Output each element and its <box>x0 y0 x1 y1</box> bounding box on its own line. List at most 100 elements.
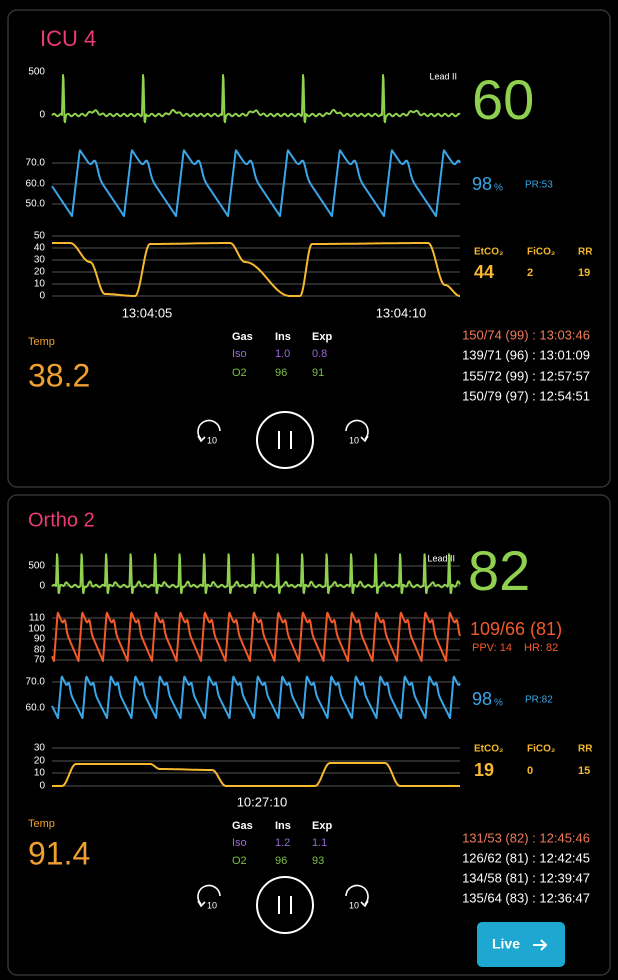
gas-cell: Iso <box>232 348 247 360</box>
skip-arrow <box>360 435 369 443</box>
spo2-unit: % <box>494 183 503 194</box>
axis-tick-label: 70.0 <box>26 158 46 169</box>
axis-tick-label: 500 <box>28 561 45 572</box>
axis-tick-label: 10 <box>34 279 46 290</box>
gas-cell: 96 <box>275 367 287 379</box>
spo2-waveform <box>51 675 461 719</box>
heart-rate: 82 <box>468 539 530 602</box>
axis-tick-label: 110 <box>29 613 45 624</box>
axis-tick-label: 100 <box>28 624 45 635</box>
skip-icon <box>345 419 369 440</box>
live-arrow <box>533 939 548 951</box>
gas-cell: O2 <box>232 367 247 379</box>
skip-icon <box>345 884 369 905</box>
time-label: 13:04:05 <box>122 305 173 320</box>
abp-value: 109/66 (81) <box>470 619 562 639</box>
gas-header: Ins <box>275 331 291 343</box>
abp-waveform <box>51 611 461 662</box>
lead-label: Lead II <box>429 71 457 81</box>
gas-cell: 1.0 <box>275 348 290 360</box>
bp-history-entry: 150/79 (97) : 12:54:51 <box>462 388 590 403</box>
axis-tick-label: 50 <box>34 231 46 242</box>
skip-arrow <box>197 900 206 908</box>
bp-history-entry: 135/64 (83) : 12:36:47 <box>462 890 590 905</box>
pulse-rate: PR:82 <box>525 695 553 706</box>
skip-back-button[interactable]: 10 <box>197 884 221 910</box>
gas-header: Gas <box>232 820 253 832</box>
lead-label: Lead II <box>427 553 455 563</box>
skip-forward-button[interactable]: 10 <box>345 419 369 445</box>
live-button-label: Live <box>492 936 520 952</box>
spo2-unit: % <box>494 698 503 709</box>
skip-forward-button[interactable]: 10 <box>345 884 369 910</box>
live-button[interactable]: Live <box>477 922 565 967</box>
skip-seconds: 10 <box>207 435 217 445</box>
gas-metric-value: 19 <box>578 267 590 279</box>
axis-tick-label: 30 <box>34 255 46 266</box>
gas-metric-value: 19 <box>474 760 494 780</box>
axis-tick-label: 60.0 <box>26 703 46 714</box>
spo2-value: 98 <box>472 689 492 709</box>
axis-tick-label: 10 <box>34 768 46 779</box>
gas-metric-value: 0 <box>527 765 533 777</box>
skip-arrow <box>360 900 369 908</box>
live-button-bg <box>477 922 565 967</box>
skip-back-button[interactable]: 10 <box>197 419 221 445</box>
co2-waveform <box>51 242 461 297</box>
gas-cell: Iso <box>232 837 247 849</box>
bp-history-entry: 150/74 (99) : 13:03:46 <box>462 327 590 342</box>
pause-circle <box>256 411 314 469</box>
co2-waveform <box>51 762 461 787</box>
pulse-rate: PR:53 <box>525 180 553 191</box>
spo2-value: 98 <box>472 174 492 194</box>
pause-button[interactable] <box>256 876 314 934</box>
monitor-panel <box>7 494 611 976</box>
ecg-waveform <box>51 74 461 124</box>
gas-metric-value: 44 <box>474 262 494 282</box>
bp-history-entry: 139/71 (96) : 13:01:09 <box>462 347 590 362</box>
gas-cell: 1.2 <box>275 837 290 849</box>
spo2-waveform <box>51 149 461 217</box>
skip-arrow <box>197 435 206 443</box>
gas-cell: 91 <box>312 367 324 379</box>
bed-title: Ortho 2 <box>28 509 95 531</box>
gas-metric-label: EtCO₂ <box>474 247 503 258</box>
bp-history-entry: 155/72 (99) : 12:57:57 <box>462 368 590 383</box>
gas-metric-label: EtCO₂ <box>474 744 503 755</box>
gas-cell: 0.8 <box>312 348 327 360</box>
gas-header: Gas <box>232 331 253 343</box>
axis-tick-label: 70 <box>34 655 46 666</box>
temp-label: Temp <box>28 818 55 830</box>
gas-header: Exp <box>312 331 332 343</box>
skip-icon <box>197 419 221 440</box>
skip-seconds: 10 <box>349 435 359 445</box>
gas-metric-label: FiCO₂ <box>527 744 555 755</box>
heart-rate: 60 <box>472 68 534 131</box>
gas-metric-label: RR <box>578 744 593 755</box>
gas-metric-value: 2 <box>527 267 533 279</box>
ppv-value: PPV: 14 <box>472 642 512 654</box>
axis-tick-label: 80 <box>34 645 46 656</box>
bp-history-entry: 134/58 (81) : 12:39:47 <box>462 870 590 885</box>
axis-tick-label: 60.0 <box>26 179 46 190</box>
axis-tick-label: 20 <box>34 756 46 767</box>
time-label: 13:04:10 <box>376 305 427 320</box>
axis-tick-label: 50.0 <box>26 199 46 210</box>
axis-tick-label: 0 <box>39 291 45 302</box>
bp-history-entry: 126/62 (81) : 12:42:45 <box>462 850 590 865</box>
gas-metric-label: RR <box>578 247 593 258</box>
gas-header: Ins <box>275 820 291 832</box>
axis-tick-label: 500 <box>28 67 45 78</box>
pause-button[interactable] <box>256 411 314 469</box>
ecg-waveform <box>51 553 461 595</box>
gas-header: Exp <box>312 820 332 832</box>
axis-tick-label: 0 <box>39 110 45 121</box>
skip-icon <box>197 884 221 905</box>
gas-cell: 96 <box>275 855 287 867</box>
gas-cell: O2 <box>232 855 247 867</box>
skip-seconds: 10 <box>349 900 359 910</box>
temp-value: 38.2 <box>28 357 90 393</box>
